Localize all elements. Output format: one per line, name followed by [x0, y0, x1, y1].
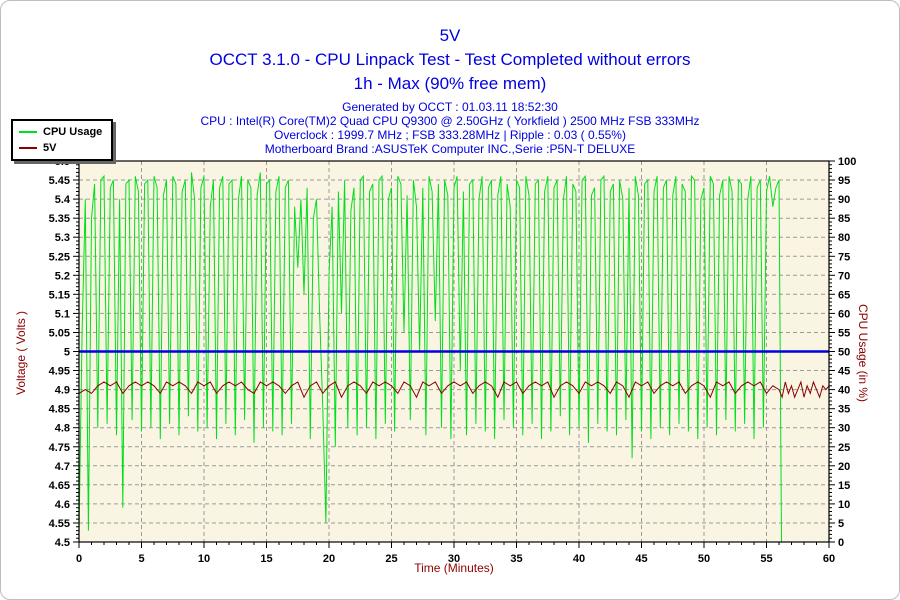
y-right-tick-label: 50 [838, 347, 850, 359]
x-tick-label: 15 [260, 553, 272, 565]
y-right-tick-label: 35 [838, 404, 850, 416]
y-right-tick-label: 20 [838, 461, 850, 473]
y-left-tick-label: 5.45 [49, 175, 70, 187]
legend-label-cpu-usage: CPU Usage [43, 126, 103, 138]
y-right-tick-label: 100 [838, 156, 856, 168]
y-right-tick-label: 65 [838, 289, 850, 301]
y-right-tick-label: 10 [838, 499, 850, 511]
x-tick-label: 10 [198, 553, 210, 565]
x-tick-label: 55 [760, 553, 772, 565]
motherboard-info-line: Motherboard Brand :ASUSTeK Computer INC.… [264, 142, 636, 156]
y-left-tick-label: 4.6 [55, 499, 70, 511]
voltage-line-swatch [19, 147, 37, 149]
chart-plot-area: 5.55.455.45.355.35.255.25.155.15.0554.95… [49, 156, 857, 565]
y-left-tick-label: 4.65 [49, 480, 70, 492]
x-tick-label: 20 [323, 553, 335, 565]
y-left-tick-label: 4.7 [55, 461, 70, 473]
y-left-tick-label: 4.5 [55, 537, 70, 549]
cpu-info-line: CPU : Intel(R) Core(TM)2 Quad CPU Q9300 … [200, 114, 700, 128]
y-right-tick-label: 5 [838, 518, 844, 530]
y-left-tick-label: 5.05 [49, 328, 70, 340]
legend-item-cpu-usage: CPU Usage [19, 124, 102, 140]
y-right-tick-label: 0 [838, 537, 844, 549]
y-right-tick-label: 75 [838, 251, 850, 263]
y-left-tick-label: 4.55 [49, 518, 70, 530]
x-tick-label: 40 [573, 553, 585, 565]
y-left-tick-label: 4.75 [49, 442, 70, 454]
x-tick-label: 0 [76, 553, 82, 565]
y-left-tick-label: 5.25 [49, 251, 70, 263]
y-left-tick-label: 5.3 [55, 232, 70, 244]
legend: CPU Usage 5V [11, 119, 114, 161]
chart-subtitle-2: 1h - Max (90% free mem) [353, 74, 547, 93]
y-left-tick-label: 5.2 [55, 270, 70, 282]
y-left-tick-label: 4.85 [49, 404, 70, 416]
x-tick-label: 35 [510, 553, 522, 565]
chart-title: 5V [439, 26, 461, 45]
y-right-tick-label: 15 [838, 480, 850, 492]
y-right-tick-label: 40 [838, 385, 850, 397]
x-axis-title: Time (Minutes) [414, 561, 494, 575]
chart-subtitle: OCCT 3.1.0 - CPU Linpack Test - Test Com… [209, 50, 691, 69]
y-right-tick-label: 70 [838, 270, 850, 282]
x-tick-label: 25 [385, 553, 397, 565]
x-tick-label: 50 [698, 553, 710, 565]
generated-by-line: Generated by OCCT : 01.03.11 18:52:30 [342, 100, 558, 114]
y-left-tick-label: 5.4 [55, 194, 71, 206]
series-5v [78, 380, 830, 399]
y-right-tick-label: 25 [838, 442, 850, 454]
legend-item-5v: 5V [19, 140, 102, 156]
y-left-tick-label: 5.35 [49, 213, 70, 225]
y-right-tick-label: 90 [838, 194, 850, 206]
x-tick-label: 45 [635, 553, 647, 565]
y-left-tick-label: 4.8 [55, 423, 70, 435]
y-axis-left-title: Voltage ( Volts ) [14, 310, 28, 396]
y-right-tick-label: 30 [838, 423, 850, 435]
y-left-tick-label: 4.95 [49, 366, 70, 378]
y-left-tick-label: 4.9 [55, 385, 70, 397]
y-left-tick-label: 5.15 [49, 289, 70, 301]
y-axis-right-title: CPU Usage (in %) [856, 303, 870, 403]
y-right-tick-label: 60 [838, 308, 850, 320]
y-right-tick-label: 85 [838, 213, 850, 225]
y-left-tick-label: 5.1 [55, 308, 70, 320]
x-tick-label: 30 [448, 553, 460, 565]
x-tick-label: 60 [823, 553, 835, 565]
y-right-tick-label: 95 [838, 175, 850, 187]
legend-label-5v: 5V [43, 142, 57, 154]
series-cpu-usage [78, 172, 782, 543]
y-right-tick-label: 80 [838, 232, 850, 244]
cpu-usage-line-swatch [19, 131, 37, 133]
y-right-tick-label: 55 [838, 328, 850, 340]
x-tick-label: 5 [138, 553, 144, 565]
y-left-tick-label: 5 [64, 347, 70, 359]
overclock-info-line: Overclock : 1999.7 MHz ; FSB 333.28MHz |… [274, 128, 626, 142]
y-right-tick-label: 45 [838, 366, 850, 378]
